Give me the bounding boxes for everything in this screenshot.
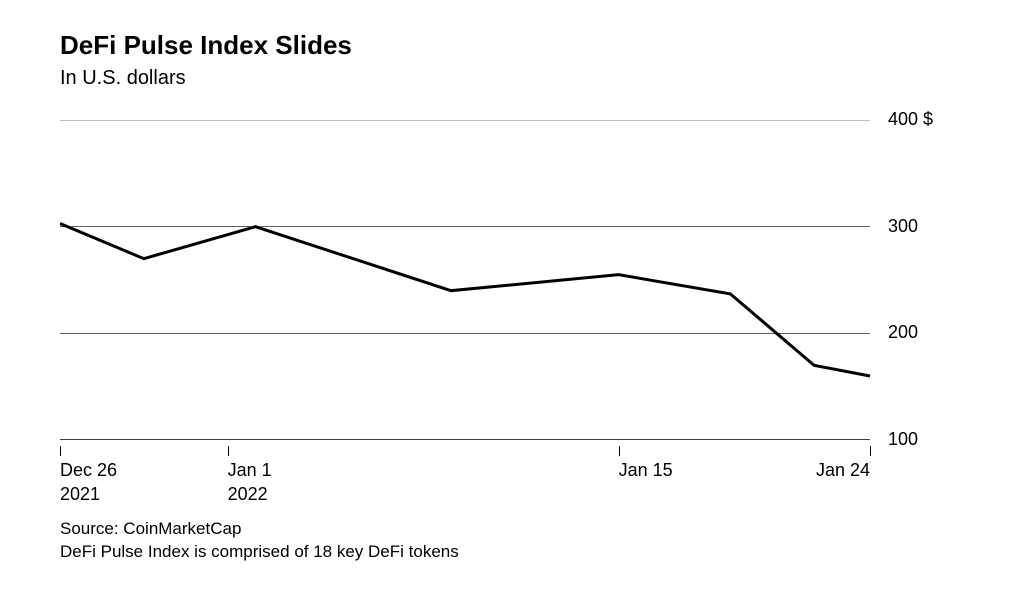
- chart-footer: Source: CoinMarketCap DeFi Pulse Index i…: [60, 518, 974, 564]
- y-tick-label: 400 $: [888, 109, 933, 130]
- x-tick-label: Dec 26: [60, 460, 117, 481]
- plot-area: 100200300400 $: [60, 120, 940, 440]
- chart-subtitle: In U.S. dollars: [60, 67, 974, 90]
- x-axis: Dec 26 2021 Jan 1 2022 Jan 15 Jan 24: [60, 446, 870, 516]
- source-text: Source: CoinMarketCap: [60, 518, 974, 541]
- footer-note: DeFi Pulse Index is comprised of 18 key …: [60, 541, 974, 564]
- x-tick-sublabel: 2021: [60, 484, 100, 505]
- y-tick-label: 100: [888, 429, 918, 450]
- x-tick-sublabel: 2022: [228, 484, 268, 505]
- chart-container: DeFi Pulse Index Slides In U.S. dollars …: [0, 0, 1024, 593]
- y-tick-label: 300: [888, 216, 918, 237]
- x-tick-label: Jan 1: [228, 460, 272, 481]
- x-tick-mark: [228, 446, 229, 456]
- y-tick-label: 200: [888, 322, 918, 343]
- x-tick-mark: [60, 446, 61, 456]
- x-tick-label: Jan 24: [790, 460, 870, 481]
- x-tick-label: Jan 15: [619, 460, 673, 481]
- x-tick-mark: [619, 446, 620, 456]
- data-line: [60, 223, 870, 376]
- x-tick-mark: [870, 446, 871, 456]
- chart-title: DeFi Pulse Index Slides: [60, 30, 974, 61]
- line-chart-svg: [60, 120, 940, 440]
